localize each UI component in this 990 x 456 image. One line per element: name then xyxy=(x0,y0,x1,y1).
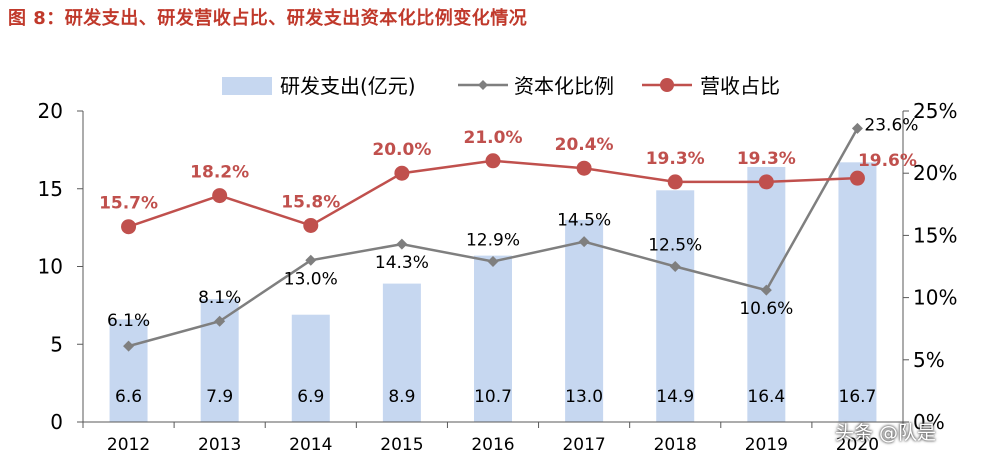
point-revenue-share xyxy=(576,160,592,176)
point-revenue-share xyxy=(212,188,228,204)
right-tick-label: 20% xyxy=(913,161,957,185)
revenue-share-data-label: 15.7% xyxy=(99,194,158,214)
legend-label-rd-spend: 研发支出(亿元) xyxy=(280,74,416,98)
revenue-share-data-label: 15.8% xyxy=(281,192,340,212)
bar-rd-spend xyxy=(291,314,330,422)
right-tick-label: 10% xyxy=(913,286,957,310)
bar-data-label: 16.4 xyxy=(747,387,785,407)
capitalization-data-label: 12.9% xyxy=(466,231,520,251)
revenue-share-data-label: 19.3% xyxy=(737,149,796,169)
right-tick-label: 15% xyxy=(913,223,957,247)
x-tick-label: 2018 xyxy=(654,435,697,455)
point-revenue-share xyxy=(667,174,683,190)
bar-data-label: 7.9 xyxy=(206,387,233,407)
x-tick-label: 2019 xyxy=(745,435,788,455)
left-tick-label: 15 xyxy=(38,177,63,201)
bar-data-label: 8.9 xyxy=(388,387,415,407)
x-tick-label: 2014 xyxy=(289,435,332,455)
left-tick-label: 0 xyxy=(50,410,63,434)
x-tick-label: 2017 xyxy=(562,435,605,455)
x-tick-label: 2013 xyxy=(198,435,241,455)
point-revenue-share xyxy=(121,219,137,235)
point-revenue-share xyxy=(303,217,319,233)
revenue-share-data-label: 19.3% xyxy=(646,149,705,169)
right-tick-label: 5% xyxy=(913,348,945,372)
point-capitalization-ratio xyxy=(487,256,499,268)
bar-rd-spend xyxy=(109,319,148,422)
capitalization-data-label: 8.1% xyxy=(198,288,241,308)
x-tick-label: 2016 xyxy=(471,435,514,455)
right-tick-label: 25% xyxy=(913,99,957,123)
capitalization-data-label: 13.0% xyxy=(284,269,338,289)
point-revenue-share xyxy=(849,170,865,186)
bar-rd-spend xyxy=(382,283,421,422)
bar-rd-spend xyxy=(838,162,877,422)
x-tick-label: 2020 xyxy=(836,435,879,455)
capitalization-data-label: 12.5% xyxy=(648,236,702,256)
legend-label-capitalization: 资本化比例 xyxy=(514,74,614,98)
bar-rd-spend xyxy=(656,190,695,422)
point-capitalization-ratio xyxy=(214,315,226,327)
capitalization-data-label: 23.6% xyxy=(864,115,918,135)
point-revenue-share xyxy=(485,153,501,169)
point-capitalization-ratio xyxy=(578,236,590,248)
revenue-share-data-label: 20.4% xyxy=(555,135,614,155)
point-capitalization-ratio xyxy=(669,261,681,272)
capitalization-data-label: 6.1% xyxy=(107,311,150,331)
capitalization-data-label: 10.6% xyxy=(739,299,793,319)
revenue-share-data-label: 21.0% xyxy=(464,128,523,148)
point-capitalization-ratio xyxy=(760,284,772,296)
point-capitalization-ratio xyxy=(396,238,408,250)
revenue-share-data-label: 18.2% xyxy=(190,163,249,183)
bar-data-label: 6.9 xyxy=(297,387,324,407)
bar-data-label: 10.7 xyxy=(474,387,512,407)
point-revenue-share xyxy=(394,165,410,181)
bar-rd-spend xyxy=(565,219,604,422)
legend-marker-capitalization xyxy=(478,80,488,90)
left-tick-label: 10 xyxy=(38,255,63,279)
figure-title: 图 8：研发支出、研发营收占比、研发支出资本化比例变化情况 xyxy=(8,8,528,29)
right-tick-label: 0% xyxy=(913,410,945,434)
bar-data-label: 6.6 xyxy=(115,387,142,407)
left-tick-label: 20 xyxy=(38,99,63,123)
bar-data-label: 13.0 xyxy=(565,387,603,407)
revenue-share-data-label: 19.6% xyxy=(858,151,917,171)
bar-rd-spend xyxy=(474,255,512,422)
point-revenue-share xyxy=(758,174,774,190)
legend-label-revenue-share: 营收占比 xyxy=(700,74,780,98)
legend-swatch-rd-spend xyxy=(222,77,272,95)
x-tick-label: 2012 xyxy=(107,435,150,455)
left-tick-label: 5 xyxy=(50,332,63,356)
bar-data-label: 16.7 xyxy=(839,387,877,407)
x-tick-label: 2015 xyxy=(380,435,423,455)
point-capitalization-ratio xyxy=(123,340,135,352)
point-capitalization-ratio xyxy=(851,122,863,134)
bar-data-label: 14.9 xyxy=(656,387,694,407)
legend-marker-revenue-share xyxy=(660,78,674,92)
capitalization-data-label: 14.5% xyxy=(557,211,611,231)
revenue-share-data-label: 20.0% xyxy=(372,140,431,160)
point-capitalization-ratio xyxy=(305,254,317,266)
capitalization-data-label: 14.3% xyxy=(375,253,429,273)
watermark: 头条 @队是 xyxy=(835,422,937,444)
